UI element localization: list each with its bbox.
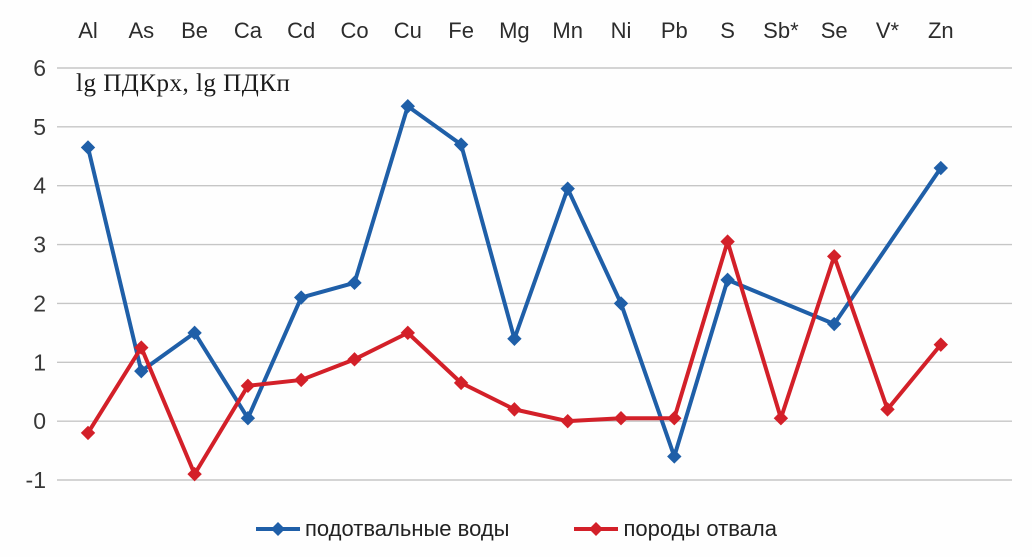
series-0-marker (347, 275, 362, 291)
legend-label-rocks: породы отвала (623, 516, 777, 541)
series-1-marker (294, 372, 309, 388)
series-1-marker (667, 411, 682, 426)
y-tick-label: 0 (33, 408, 46, 434)
x-category-label: Cd (287, 18, 315, 43)
series-0-marker (294, 290, 309, 305)
series-1-marker (507, 402, 522, 417)
series-0-marker (667, 449, 682, 464)
series-1-marker (933, 337, 948, 352)
series-0-marker (134, 363, 149, 379)
y-tick-label: 3 (33, 232, 46, 258)
x-category-label: Be (181, 18, 208, 43)
series-0-marker (827, 316, 842, 332)
y-tick-label: 2 (33, 290, 46, 316)
series-1-marker (773, 411, 789, 426)
x-category-label: Ni (611, 18, 632, 43)
series-1-marker (613, 411, 629, 426)
series-0-marker (240, 411, 256, 426)
series-0-marker (613, 296, 629, 311)
legend-marker-waters-icon (256, 522, 301, 536)
x-category-label: Co (340, 18, 368, 43)
legend-marker-rocks-icon (574, 522, 619, 536)
series-1-marker (187, 466, 202, 482)
x-category-label: As (128, 18, 154, 43)
series-1-marker (560, 413, 575, 429)
series-1-marker (400, 325, 415, 341)
x-category-label: Sb* (763, 18, 799, 43)
y-tick-label: 1 (33, 349, 46, 375)
series-0-marker (560, 181, 575, 196)
y-tick-label: 6 (33, 55, 46, 81)
y-tick-label: -1 (26, 467, 46, 493)
series-0-marker (453, 137, 469, 152)
x-category-label: Ca (234, 18, 263, 43)
y-tick-label: 5 (33, 114, 46, 140)
series-1-marker (80, 425, 96, 441)
series-0-marker (720, 272, 735, 288)
series-1-line (86, 239, 943, 477)
series-1-marker (134, 340, 149, 355)
series-0-marker (80, 140, 96, 155)
chart-legend: подотвальные воды породы отвала (0, 516, 1032, 542)
x-category-label: Al (78, 18, 98, 43)
x-category-label: V* (876, 18, 900, 43)
legend-item-waters: подотвальные воды (255, 516, 509, 542)
x-category-label: Fe (448, 18, 474, 43)
x-category-label: Pb (661, 18, 688, 43)
series-1-marker (827, 249, 842, 264)
x-category-label: S (720, 18, 735, 43)
series-1-marker (453, 375, 469, 391)
x-category-label: Mg (499, 18, 530, 43)
series-1-marker (880, 402, 895, 417)
legend-item-rocks: породы отвала (573, 516, 777, 542)
legend-label-waters: подотвальные воды (305, 516, 510, 541)
x-category-label: Cu (394, 18, 422, 43)
y-tick-label: 4 (33, 173, 46, 199)
series-1-marker (720, 234, 735, 249)
series-0-marker (933, 160, 948, 176)
series-1-marker (347, 352, 362, 367)
series-0-marker (507, 331, 522, 346)
axis-title: lg ПДКрх, lg ПДКп (76, 70, 291, 97)
series-0-marker (400, 99, 415, 114)
x-category-label: Se (821, 18, 848, 43)
series-1-marker (240, 378, 256, 394)
x-category-label: Mn (552, 18, 583, 43)
series-0-marker (187, 325, 202, 341)
x-category-label: Zn (928, 18, 954, 43)
